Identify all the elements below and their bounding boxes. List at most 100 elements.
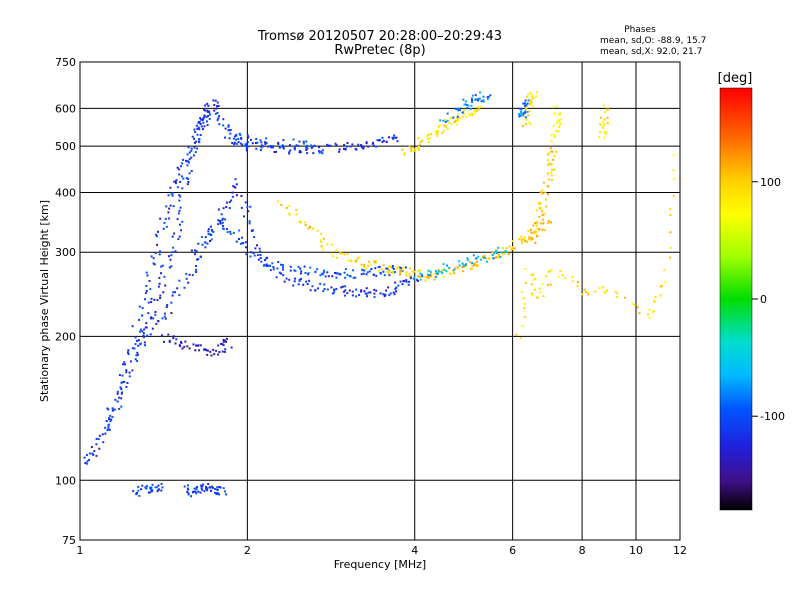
scatter-point bbox=[108, 423, 110, 426]
scatter-point bbox=[532, 104, 535, 107]
scatter-point bbox=[110, 418, 113, 421]
scatter-point bbox=[536, 227, 539, 230]
scatter-point bbox=[370, 268, 373, 270]
scatter-point bbox=[141, 330, 144, 333]
scatter-point bbox=[651, 310, 654, 313]
scatter-point bbox=[419, 272, 422, 275]
scatter-point bbox=[553, 135, 556, 138]
scatter-point bbox=[181, 175, 183, 178]
scatter-point bbox=[113, 408, 116, 411]
scatter-point bbox=[154, 311, 157, 313]
scatter-point bbox=[544, 198, 547, 201]
scatter-point bbox=[369, 263, 372, 266]
scatter-point bbox=[209, 234, 212, 236]
scatter-point bbox=[143, 344, 146, 347]
scatter-point bbox=[92, 453, 95, 456]
scatter-point bbox=[452, 116, 455, 119]
scatter-point bbox=[277, 141, 280, 144]
scatter-point bbox=[264, 141, 267, 144]
x-tick-label: 2 bbox=[244, 544, 251, 557]
scatter-point bbox=[190, 147, 193, 150]
scatter-point bbox=[169, 186, 172, 189]
scatter-point bbox=[129, 360, 132, 363]
scatter-point bbox=[505, 247, 508, 250]
scatter-point bbox=[367, 145, 370, 148]
x-axis-ticks: 1 2 4 6 8 10 12 bbox=[77, 544, 688, 557]
scatter-point bbox=[160, 482, 163, 485]
scatter-point bbox=[607, 108, 610, 111]
scatter-point bbox=[453, 268, 456, 271]
scatter-point bbox=[199, 123, 202, 125]
scatter-point bbox=[456, 113, 459, 116]
scatter-point bbox=[402, 267, 405, 269]
scatter-point bbox=[216, 492, 219, 495]
scatter-point bbox=[526, 102, 529, 105]
scatter-point bbox=[387, 266, 390, 269]
scatter-point bbox=[178, 279, 181, 282]
scatter-point bbox=[139, 330, 141, 333]
scatter-point bbox=[136, 351, 139, 354]
scatter-point bbox=[128, 375, 131, 378]
scatter-point bbox=[285, 206, 288, 209]
scatter-point bbox=[673, 177, 676, 180]
scatter-point bbox=[120, 405, 123, 408]
scatter-point bbox=[361, 269, 364, 272]
scatter-point bbox=[202, 117, 205, 120]
scatter-point bbox=[330, 243, 333, 246]
scatter-point bbox=[436, 130, 439, 132]
scatter-point bbox=[598, 287, 601, 290]
scatter-point bbox=[244, 201, 247, 204]
scatter-point bbox=[405, 279, 408, 282]
scatter-point bbox=[448, 267, 451, 269]
scatter-point bbox=[524, 110, 527, 113]
scatter-point bbox=[198, 349, 201, 352]
scatter-point bbox=[524, 99, 527, 102]
scatter-point bbox=[320, 150, 323, 153]
scatter-point bbox=[357, 143, 360, 146]
scatter-point bbox=[441, 272, 444, 275]
scatter-point bbox=[380, 268, 383, 271]
scatter-point bbox=[417, 147, 420, 150]
scatter-point bbox=[208, 111, 211, 114]
scatter-points bbox=[83, 91, 676, 498]
scatter-point bbox=[200, 487, 203, 489]
scatter-point bbox=[560, 118, 563, 121]
scatter-point bbox=[415, 278, 418, 281]
scatter-point bbox=[324, 275, 327, 278]
scatter-point bbox=[614, 290, 617, 293]
scatter-point bbox=[660, 285, 662, 288]
scatter-point bbox=[193, 490, 196, 493]
scatter-point bbox=[604, 111, 607, 114]
scatter-point bbox=[409, 277, 412, 280]
scatter-point bbox=[123, 361, 126, 364]
scatter-point bbox=[446, 119, 449, 122]
scatter-point bbox=[163, 275, 166, 278]
scatter-point bbox=[164, 317, 167, 320]
scatter-point bbox=[123, 380, 126, 383]
scatter-point bbox=[180, 229, 182, 232]
scatter-point bbox=[223, 350, 226, 353]
scatter-point bbox=[356, 257, 359, 260]
scatter-point bbox=[427, 277, 430, 279]
scatter-point bbox=[410, 149, 413, 152]
scatter-point bbox=[469, 107, 472, 110]
scatter-point bbox=[202, 348, 205, 351]
scatter-point bbox=[168, 255, 170, 258]
scatter-point bbox=[471, 265, 474, 268]
scatter-point bbox=[139, 343, 142, 346]
scatter-point bbox=[195, 344, 198, 347]
colorbar-tick-label: -100 bbox=[760, 410, 785, 423]
scatter-point bbox=[367, 264, 370, 267]
scatter-point bbox=[181, 187, 184, 190]
scatter-point bbox=[238, 238, 240, 240]
scatter-point bbox=[185, 177, 188, 180]
scatter-point bbox=[137, 485, 140, 488]
scatter-point bbox=[170, 312, 173, 314]
scatter-point bbox=[171, 235, 174, 238]
scatter-point bbox=[151, 489, 154, 492]
scatter-point bbox=[293, 147, 296, 150]
scatter-point bbox=[366, 295, 368, 298]
scatter-point bbox=[170, 301, 173, 304]
scatter-point bbox=[199, 256, 202, 258]
scatter-point bbox=[559, 123, 562, 126]
